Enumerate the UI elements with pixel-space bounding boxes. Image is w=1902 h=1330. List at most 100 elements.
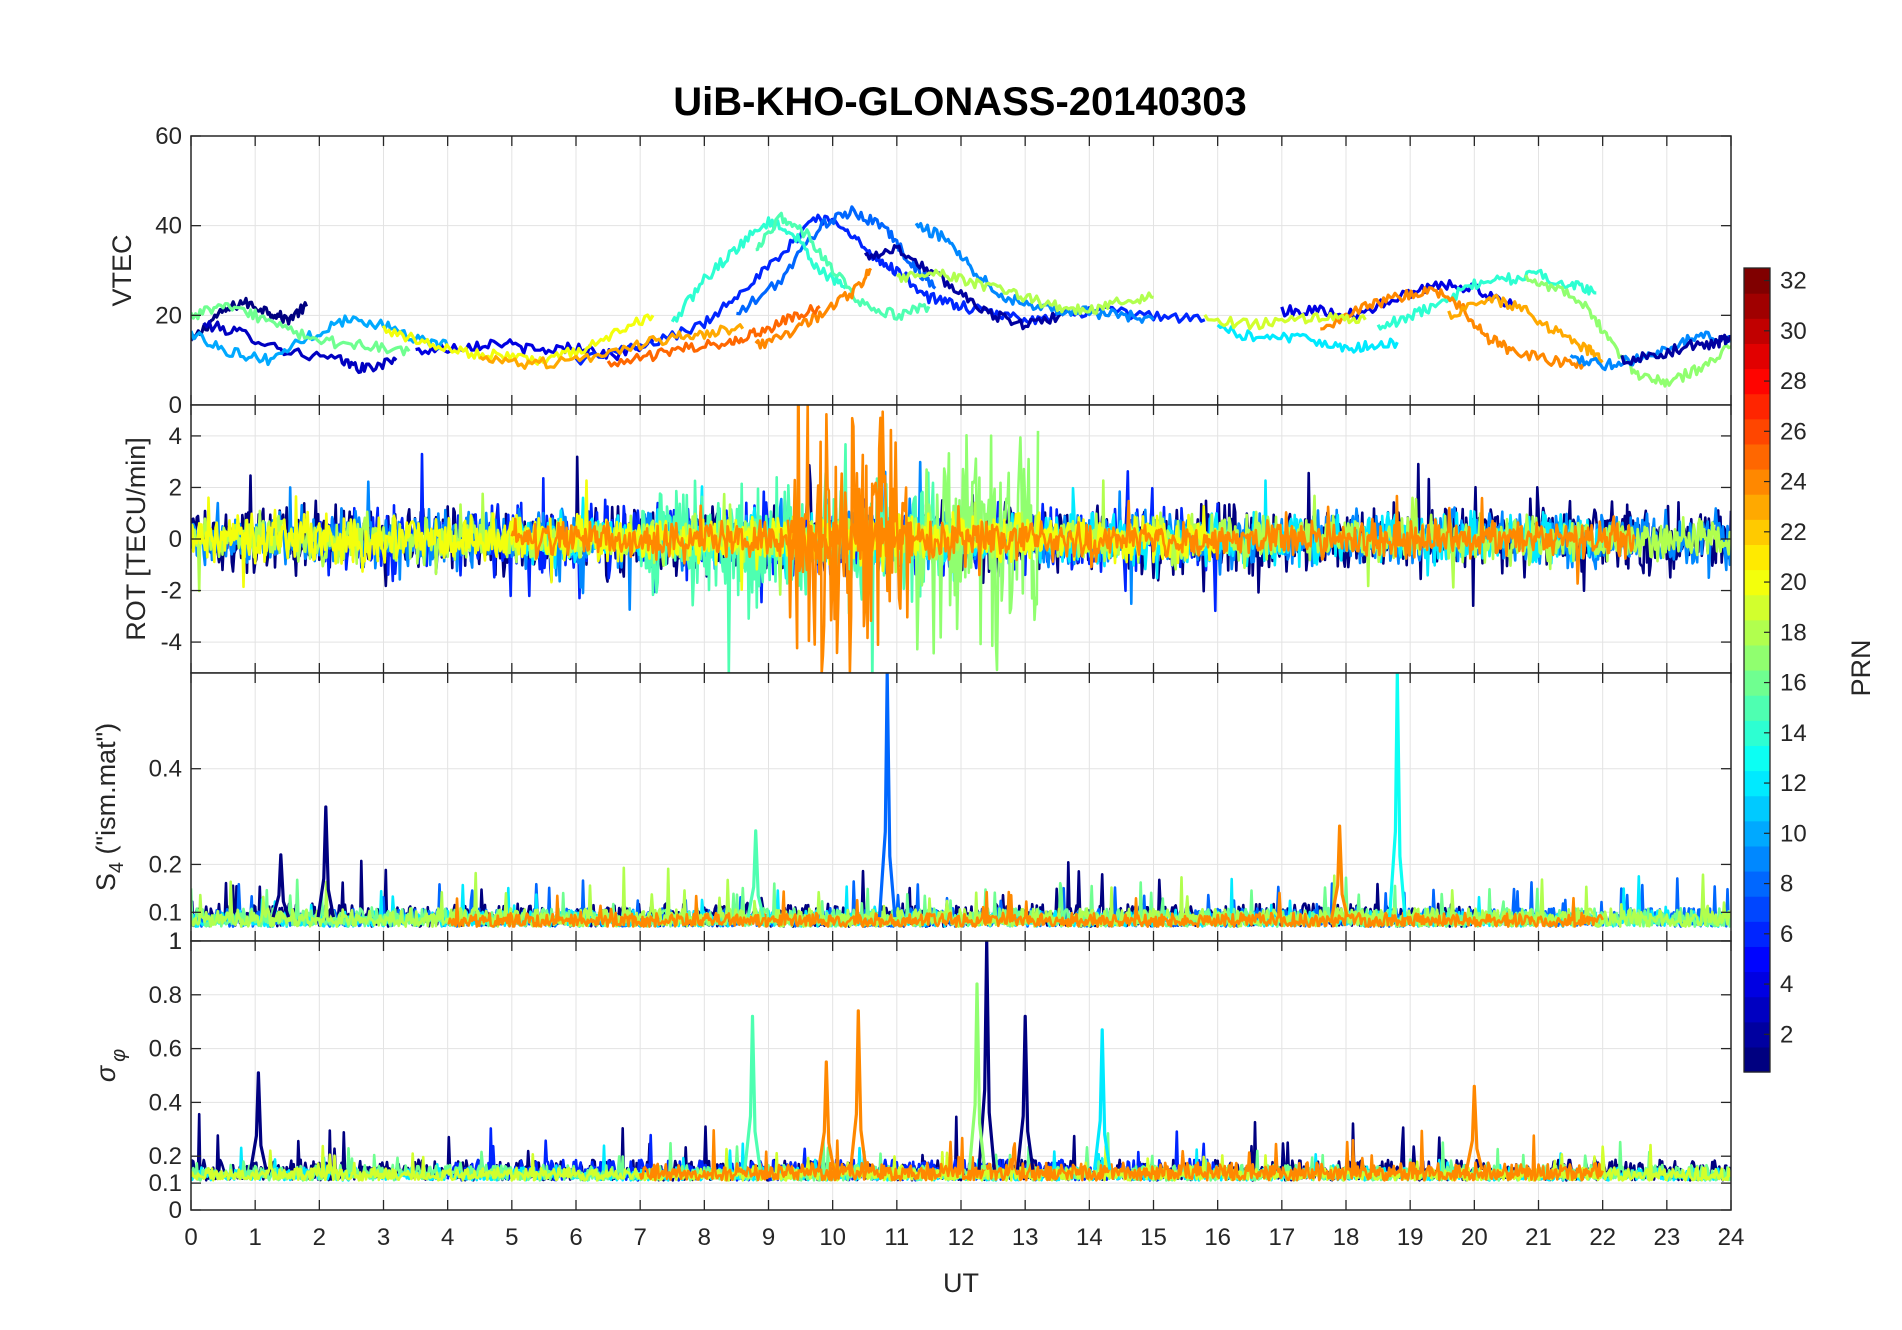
x-tick-label: 21 [1525,1224,1552,1251]
x-tick-label: 10 [819,1224,846,1251]
colorbar-segment [1744,393,1770,420]
y-tick-label: 1 [169,928,182,955]
spike-prn-12 [1092,1028,1112,1170]
colorbar-tick-label: 8 [1780,871,1793,898]
series-line-prn-18 [895,268,1154,316]
colorbar-tick-label: 10 [1780,820,1807,847]
series-line-prn-2 [863,244,1065,331]
series-line-prn-9 [914,222,1155,324]
panels-group: 204060-4-20240.10.20.400.10.20.40.60.810… [91,123,1744,1251]
x-tick-label: 5 [505,1224,518,1251]
x-tick-label: 18 [1333,1224,1360,1251]
colorbar-tick-label: 22 [1780,519,1807,546]
y-tick-label-rot-top: 0 [169,392,182,419]
series-trace-prn-20 [191,479,1219,591]
y-tick-label: 0.8 [149,982,182,1009]
y-tick-label: -4 [161,629,182,656]
x-tick-label: 7 [633,1224,646,1251]
colorbar-tick-label: 12 [1780,770,1807,797]
series-line-prn-9 [1569,330,1731,372]
colorbar-segment [1744,795,1770,822]
series-line-prn-3 [202,320,398,375]
panel-vtec: 20 40 60 [155,123,1732,406]
series-line-prn-15 [755,211,931,321]
spike-prn-15 [746,829,765,918]
series-line-prn-10 [191,314,450,367]
colorbar-segment [1744,343,1770,370]
y-tick-label: 0 [169,526,182,553]
series-line-prn-14 [670,216,847,323]
panel-s4: 0.1 0.2 0.4 [149,672,1732,942]
series-line-prn-23 [1447,293,1604,365]
series-line-prn-14 [1376,268,1597,331]
colorbar-tick-label: 32 [1780,268,1807,295]
series-line-prn-24 [754,268,873,350]
series-trace-prn-24 [638,1129,1604,1182]
spike-prn-1 [977,941,996,1170]
series-group-vtec [191,205,1731,388]
series-line-prn-19 [1203,311,1367,331]
colorbar-segment [1744,996,1770,1023]
y-tick-label: 0.6 [149,1036,182,1063]
x-tick-label: 15 [1140,1224,1167,1251]
colorbar-segment [1744,293,1770,319]
colorbar-tick-label: 26 [1780,418,1807,445]
y-tick-label: 0.4 [149,1089,182,1116]
colorbar-label: PRN [1846,639,1876,696]
y-axis-label-s4: S4 ("ism.mat") [91,723,128,891]
spike-prn-13 [1388,673,1407,918]
colorbar-segment [1744,594,1770,621]
x-tick-label: 24 [1718,1224,1745,1251]
x-tick-label: 23 [1653,1224,1680,1251]
y-tick-label: 0.2 [149,1143,182,1170]
x-tick-label: 4 [441,1224,454,1251]
spike-prn-15 [743,1014,762,1170]
series-group-rot [191,405,1731,673]
colorbar-segment [1744,544,1770,571]
spike-prn-24 [1330,824,1349,918]
y-tick-label: 0.1 [149,1170,182,1197]
x-tick-label: 19 [1397,1224,1424,1251]
colorbar-tick-label: 4 [1780,971,1793,998]
x-tick-label: 3 [377,1224,390,1251]
series-group-s4 [191,673,1731,928]
series-line-prn-12 [1216,323,1399,354]
x-tick-label: 20 [1461,1224,1488,1251]
colorbar-segment [1744,1046,1770,1073]
y-tick-label: -2 [161,578,182,605]
y-tick-label: 20 [155,302,182,329]
x-tick-label: 1 [248,1224,261,1251]
colorbar-segment [1744,946,1770,973]
series-trace-prn-24 [447,890,1604,928]
panel-rot: -4 -2 0 2 4 [161,404,1732,674]
colorbar-segment [1744,695,1770,721]
x-tick-label: 16 [1204,1224,1231,1251]
series-line-prn-1 [191,296,308,342]
x-tick-label: 8 [698,1224,711,1251]
y-tick-label: 0.2 [149,851,182,878]
y-axis-label-rot: ROT [TECU/min] [121,437,151,641]
colorbar-tick-label: 18 [1780,619,1807,646]
colorbar-tick-label: 28 [1780,368,1807,395]
x-tick-label: 13 [1012,1224,1039,1251]
spike-prn-24 [817,1060,836,1170]
spike-prn-17 [967,982,987,1170]
y-axis-label-sigma: σφ [91,1049,130,1082]
y-tick-label: 40 [155,213,182,240]
x-tick-label: 0 [184,1224,197,1251]
series-line-prn-25 [606,304,821,368]
colorbar-tick-label: 16 [1780,670,1807,697]
colorbar-segment [1744,845,1770,872]
y-tick-label: 0.1 [149,899,182,926]
spike-prn-1 [271,853,291,918]
colorbar-segment [1744,745,1770,772]
x-tick-label: 9 [762,1224,775,1251]
colorbar-tick-label: 20 [1780,569,1807,596]
y-tick-label: 60 [155,123,182,150]
series-line-prn-23 [478,323,745,370]
spike-prn-1 [249,1071,268,1171]
x-tick-label: 14 [1076,1224,1103,1251]
colorbar-frame [1743,267,1771,1073]
colorbar-segment [1744,494,1770,520]
